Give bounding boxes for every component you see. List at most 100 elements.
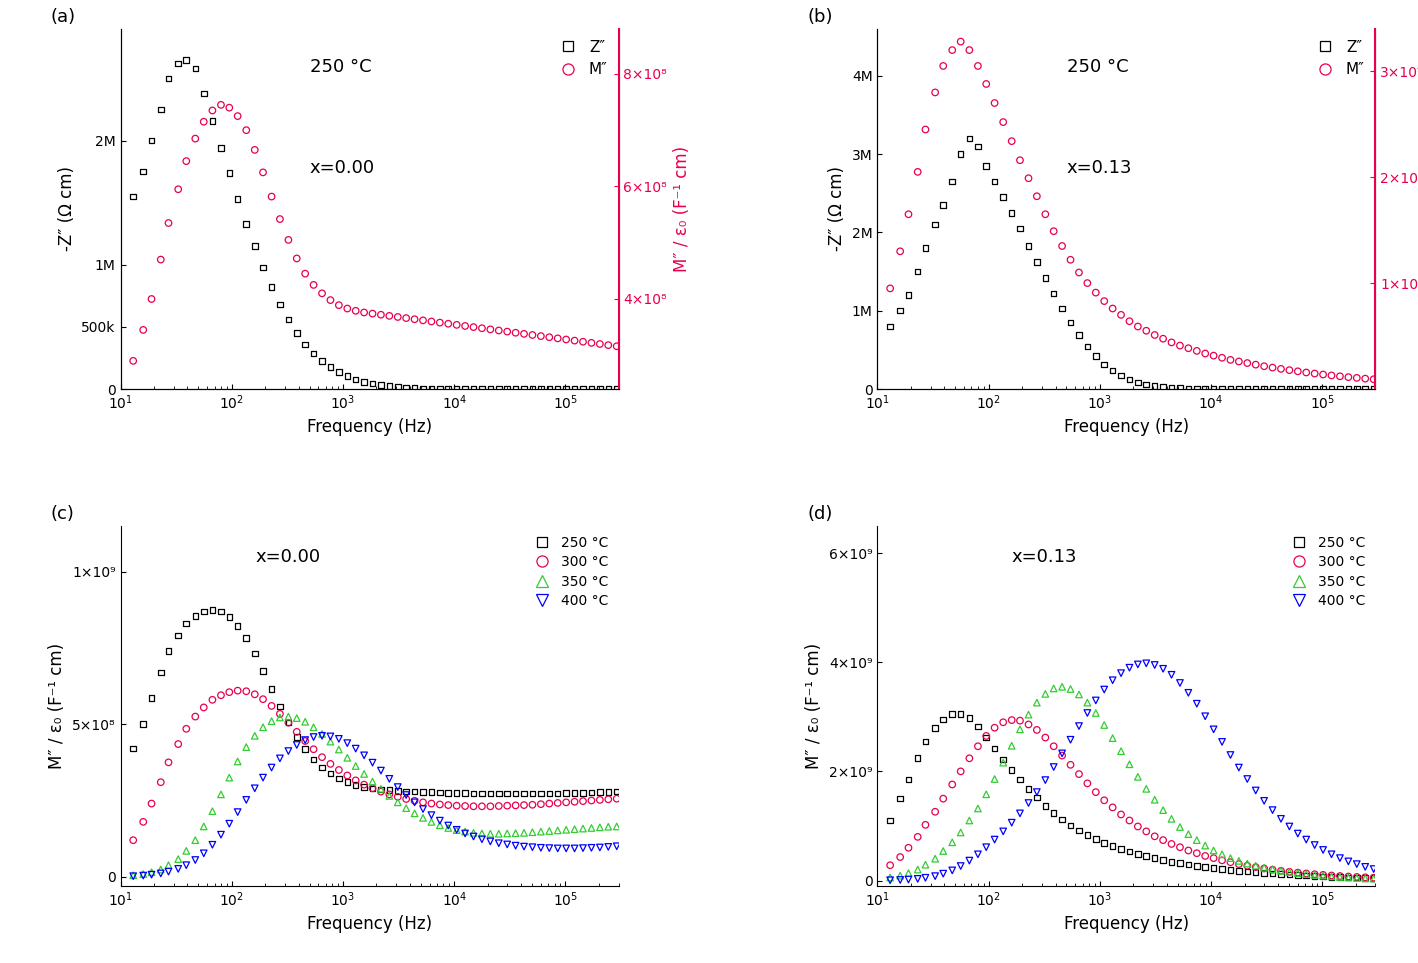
Point xyxy=(285,738,308,753)
Point xyxy=(445,798,468,814)
Point xyxy=(1151,661,1174,676)
Point xyxy=(1076,705,1099,720)
Point xyxy=(1261,381,1283,397)
Point xyxy=(537,823,560,839)
Text: x=0.00: x=0.00 xyxy=(255,548,320,566)
Point xyxy=(597,381,620,397)
Point xyxy=(1286,866,1309,881)
Point xyxy=(132,868,155,883)
Point xyxy=(571,794,594,809)
Point xyxy=(132,867,155,882)
Point xyxy=(1008,221,1031,236)
Point xyxy=(991,115,1014,130)
Point xyxy=(513,786,536,801)
Point xyxy=(505,838,527,853)
Point xyxy=(462,786,485,801)
Point xyxy=(379,378,401,394)
Point xyxy=(210,97,233,113)
Point xyxy=(1126,375,1149,390)
Point xyxy=(1312,367,1334,382)
Point xyxy=(157,216,180,231)
Y-axis label: M″ / ε₀ (F⁻¹ cm): M″ / ε₀ (F⁻¹ cm) xyxy=(672,145,691,272)
Point xyxy=(597,784,620,799)
Point xyxy=(157,643,180,659)
Point xyxy=(537,795,560,811)
Point xyxy=(319,734,342,749)
Point xyxy=(1245,865,1268,880)
Point xyxy=(1110,307,1133,323)
Point xyxy=(1337,869,1360,884)
Point xyxy=(345,372,367,387)
Point xyxy=(983,832,1005,847)
Point xyxy=(1269,863,1292,878)
Point xyxy=(571,820,594,836)
Point xyxy=(546,795,569,811)
Point xyxy=(471,786,493,801)
Point xyxy=(949,858,971,873)
Point xyxy=(1008,772,1031,788)
Point xyxy=(932,712,954,727)
Point xyxy=(167,851,190,867)
Point xyxy=(227,804,250,820)
Point xyxy=(554,381,577,397)
Point xyxy=(140,795,163,811)
Point xyxy=(1261,360,1283,376)
Point xyxy=(1168,855,1191,871)
Point xyxy=(1102,730,1124,745)
Point xyxy=(588,840,611,855)
Point xyxy=(959,42,981,58)
Point xyxy=(210,787,233,802)
Point xyxy=(244,239,267,254)
Point xyxy=(1202,348,1225,363)
Point xyxy=(1312,869,1334,884)
Point xyxy=(285,325,308,341)
Point xyxy=(991,823,1014,839)
Point xyxy=(1194,346,1217,361)
Point xyxy=(1126,769,1149,785)
Y-axis label: -Z″ (Ω cm): -Z″ (Ω cm) xyxy=(828,167,847,251)
Point xyxy=(1034,687,1056,702)
Point xyxy=(942,42,964,58)
Y-axis label: M″ / ε₀ (F⁻¹ cm): M″ / ε₀ (F⁻¹ cm) xyxy=(805,643,824,769)
Point xyxy=(967,139,990,154)
Point xyxy=(932,58,954,73)
Point xyxy=(563,381,586,397)
Point xyxy=(132,323,155,338)
Point xyxy=(1068,265,1090,280)
Point xyxy=(336,736,359,751)
Point xyxy=(379,308,401,324)
Point xyxy=(428,813,451,828)
Point xyxy=(1017,238,1039,253)
Point xyxy=(1126,319,1149,334)
Point xyxy=(140,865,163,880)
Point xyxy=(140,133,163,148)
Point xyxy=(149,664,172,680)
Point xyxy=(1177,341,1200,356)
Point xyxy=(1076,275,1099,291)
Point xyxy=(1320,381,1343,397)
Point xyxy=(889,303,912,319)
Point xyxy=(167,737,190,752)
Point xyxy=(294,266,316,281)
Point xyxy=(959,131,981,146)
Point xyxy=(411,784,434,799)
Point xyxy=(915,241,937,256)
Point xyxy=(218,685,241,700)
Point xyxy=(505,325,527,341)
Point xyxy=(1252,358,1275,374)
Point xyxy=(1000,762,1022,777)
Point xyxy=(1320,868,1343,883)
Point xyxy=(1312,867,1334,882)
Point xyxy=(1329,870,1351,885)
Point xyxy=(227,109,250,124)
Text: x=0.13: x=0.13 xyxy=(1066,159,1132,177)
Point xyxy=(174,615,197,631)
Point xyxy=(513,381,536,397)
Point xyxy=(1202,381,1225,397)
Point xyxy=(1017,795,1039,811)
Point xyxy=(379,782,401,797)
Point xyxy=(496,798,519,814)
Point xyxy=(1346,856,1368,872)
Point xyxy=(1346,870,1368,885)
Point xyxy=(1295,832,1317,847)
